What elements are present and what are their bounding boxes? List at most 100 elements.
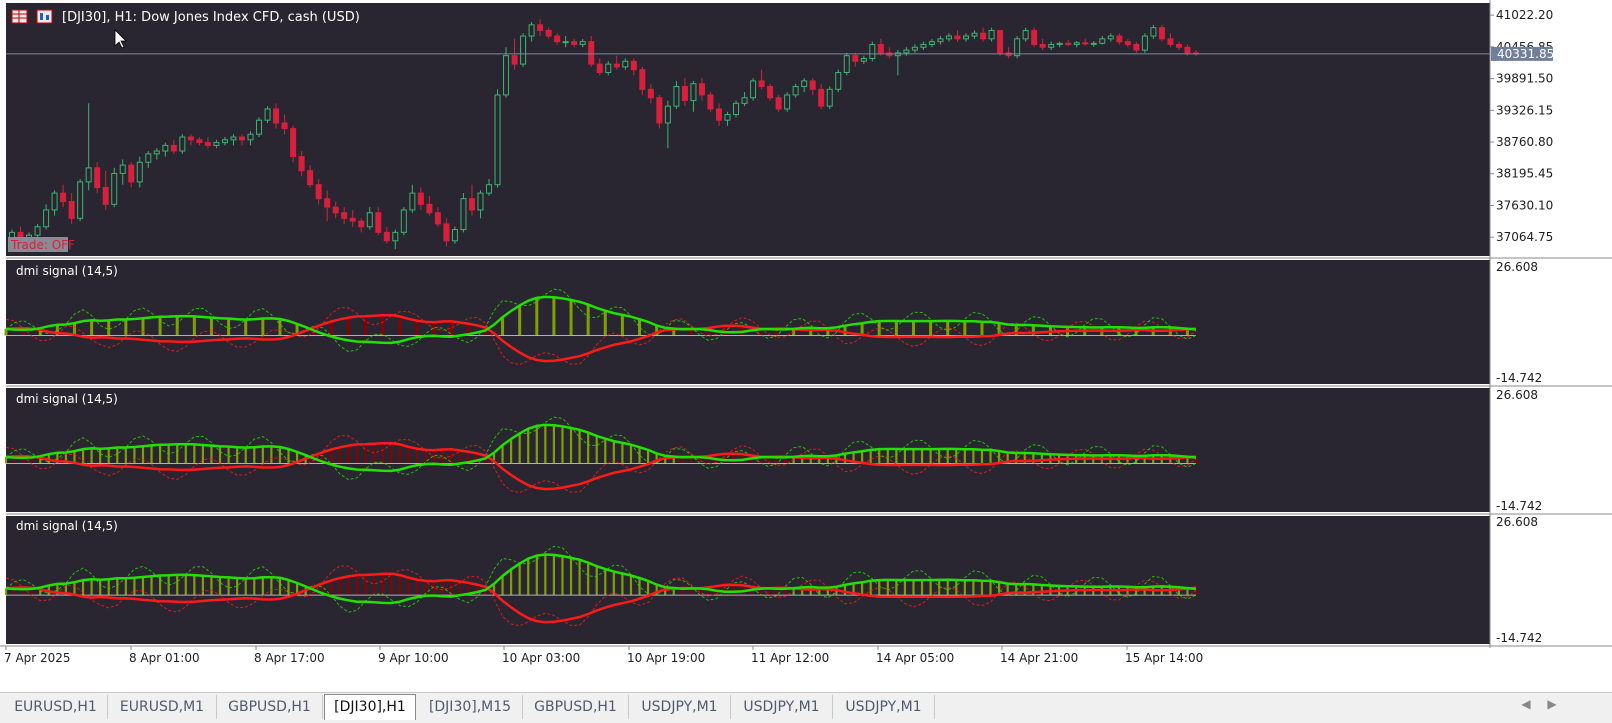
candle [1116, 33, 1123, 45]
candle [145, 151, 152, 168]
chart-tab-bar: EURUSD,H1 EURUSD,M1 GBPUSD,H1 [DJI30],H1… [0, 692, 1612, 723]
scroll-right-icon[interactable]: ▶ [1547, 697, 1557, 711]
candle [715, 103, 722, 126]
minus-di-line [5, 313, 1197, 363]
candle [221, 137, 228, 146]
candle [988, 27, 995, 42]
chart-canvas[interactable]: 41022.2040456.8539891.5039326.1538760.80… [0, 0, 1612, 692]
candle [537, 19, 544, 37]
grid-table-icon[interactable] [11, 9, 28, 24]
candle [852, 52, 859, 67]
candle [153, 148, 160, 160]
candle [758, 69, 765, 90]
candle [443, 218, 450, 247]
candle [307, 165, 314, 188]
tab-usdjpy-m1-2[interactable]: USDJPY,M1 [731, 695, 833, 719]
candle [273, 103, 280, 129]
candle [1090, 41, 1097, 47]
price-axis-label: 37630.10 [1496, 198, 1553, 212]
mouse-cursor-icon [114, 29, 127, 49]
candle [733, 100, 740, 118]
current-price-tag [1491, 46, 1553, 61]
candle [1065, 39, 1072, 47]
candle [673, 80, 680, 109]
candle [68, 193, 75, 224]
time-axis-label: 8 Apr 17:00 [254, 651, 325, 665]
candle [767, 83, 774, 101]
main-chart-panel[interactable] [6, 3, 1490, 256]
candle [545, 27, 552, 39]
candle [477, 190, 484, 219]
candle [750, 78, 757, 101]
candle [298, 151, 305, 177]
candle [85, 103, 92, 191]
candle [562, 36, 569, 48]
candle [963, 33, 970, 42]
candle [741, 92, 748, 107]
price-axis-label: 38195.45 [1496, 167, 1553, 181]
candle [94, 162, 101, 194]
price-axis-label: 38760.80 [1496, 135, 1553, 149]
tab-eurusd-h1[interactable]: EURUSD,H1 [4, 695, 108, 719]
candle [256, 117, 263, 138]
time-axis-label: 9 Apr 10:00 [378, 651, 449, 665]
candle [264, 106, 271, 123]
tab-eurusd-m1[interactable]: EURUSD,M1 [108, 695, 217, 719]
chart-window[interactable]: 41022.20 40456.85 39891.50 39326.15 38760.80… [0, 0, 1612, 692]
candle [358, 218, 365, 233]
candle [605, 61, 612, 76]
current-price-value: 40331.85 [1497, 47, 1554, 61]
candle [409, 184, 416, 213]
tab-gbpusd-h1-2[interactable]: GBPUSD,H1 [523, 695, 629, 719]
chart-window-icon[interactable] [36, 9, 53, 24]
indicator-label-3: dmi signal (14,5) [16, 519, 118, 533]
candle [434, 207, 441, 227]
candle [1175, 41, 1182, 51]
candle [170, 139, 177, 154]
candle [1073, 41, 1080, 48]
candle [775, 94, 782, 112]
candle [486, 179, 493, 196]
candle [1031, 27, 1038, 48]
candle [724, 111, 731, 126]
candle [204, 137, 211, 149]
time-axis-label: 14 Apr 05:00 [876, 651, 954, 665]
tab-dji30-m15[interactable]: [DJI30],M15 [418, 695, 523, 719]
indicator-panel-1[interactable] [6, 260, 1490, 384]
tab-usdjpy-m1[interactable]: USDJPY,M1 [629, 695, 731, 719]
indicator-label-1: dmi signal (14,5) [16, 264, 118, 278]
candle [503, 47, 510, 98]
indicator-1-axis-top: 26.608 [1496, 260, 1538, 274]
candle [51, 190, 58, 216]
candle [1039, 38, 1046, 51]
time-axis-label: 7 Apr 2025 [4, 651, 71, 665]
candle [238, 134, 245, 146]
candle [468, 184, 475, 216]
dmi-indicators [4, 288, 1198, 627]
candle [1107, 33, 1114, 42]
dmi-panel-2 [4, 416, 1198, 494]
plus-di-line [5, 553, 1197, 605]
candle [179, 134, 186, 154]
candle [792, 83, 799, 98]
time-axis-label: 15 Apr 14:00 [1125, 651, 1203, 665]
candle [349, 209, 356, 227]
trade-status-badge [8, 237, 68, 252]
scroll-left-icon[interactable]: ◀ [1521, 697, 1531, 711]
candle [877, 38, 884, 56]
candle [324, 190, 331, 222]
tab-gbpusd-h1[interactable]: GBPUSD,H1 [217, 695, 323, 719]
candle [1014, 36, 1021, 59]
candle [43, 204, 50, 230]
candle [801, 78, 808, 93]
candle [911, 44, 918, 53]
tab-dji30-h1[interactable]: [DJI30],H1 [324, 694, 416, 720]
tab-usdjpy-m1-3[interactable]: USDJPY,M1 [833, 695, 935, 719]
price-axis-label: 39326.15 [1496, 103, 1553, 117]
plus-di-line [5, 295, 1197, 345]
price-axis: 41022.2040456.8539891.5039326.1538760.80… [1490, 8, 1553, 244]
indicator-3-axis-bottom: -14.742 [1496, 631, 1542, 645]
candle [835, 69, 842, 93]
candle [579, 38, 586, 48]
candle [187, 134, 194, 146]
